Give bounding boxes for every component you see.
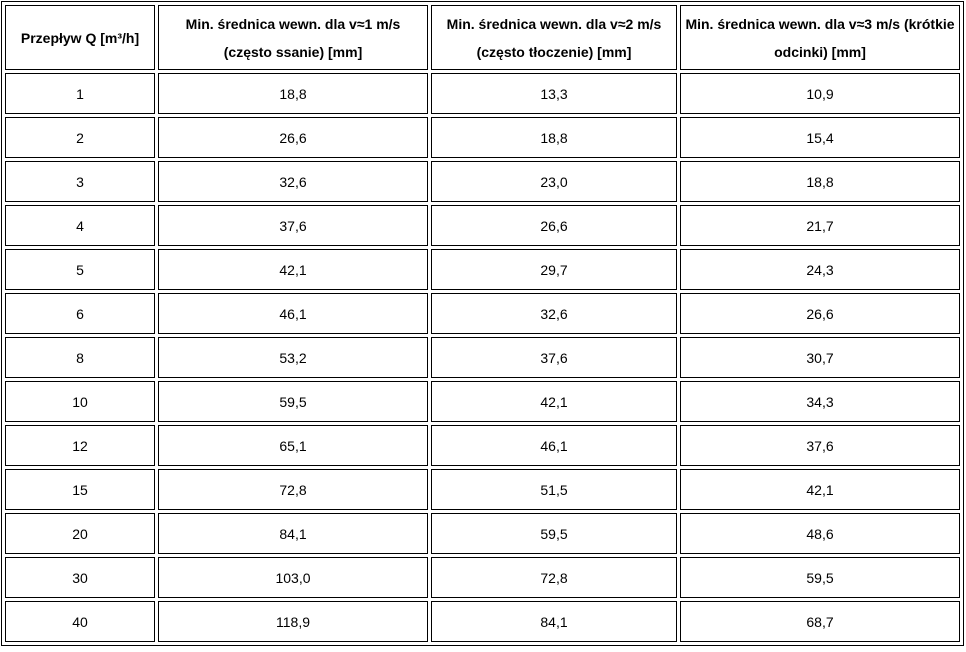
table-cell: 1 [5, 73, 155, 114]
table-cell: 118,9 [158, 601, 428, 642]
table-cell: 26,6 [680, 293, 960, 334]
table-cell: 15 [5, 469, 155, 510]
table-cell: 59,5 [680, 557, 960, 598]
table-cell: 68,7 [680, 601, 960, 642]
header-cell: Min. średnica wewn. dla v≈3 m/s (krótkie… [680, 5, 960, 70]
table-cell: 10,9 [680, 73, 960, 114]
header-cell: Przepływ Q [m³/h] [5, 5, 155, 70]
table-cell: 65,1 [158, 425, 428, 466]
table-cell: 37,6 [680, 425, 960, 466]
table-cell: 51,5 [431, 469, 677, 510]
table-cell: 2 [5, 117, 155, 158]
table-cell: 84,1 [158, 513, 428, 554]
table-row: 4 37,6 26,6 21,7 [5, 205, 960, 246]
table-row: 8 53,2 37,6 30,7 [5, 337, 960, 378]
table-cell: 37,6 [431, 337, 677, 378]
table-cell: 84,1 [431, 601, 677, 642]
table-cell: 4 [5, 205, 155, 246]
table-cell: 37,6 [158, 205, 428, 246]
table-cell: 10 [5, 381, 155, 422]
table-row: 40 118,9 84,1 68,7 [5, 601, 960, 642]
table-cell: 103,0 [158, 557, 428, 598]
table-cell: 42,1 [158, 249, 428, 290]
table-row: 30 103,0 72,8 59,5 [5, 557, 960, 598]
table-cell: 20 [5, 513, 155, 554]
table-cell: 46,1 [158, 293, 428, 334]
table-cell: 59,5 [158, 381, 428, 422]
table-cell: 18,8 [158, 73, 428, 114]
table-cell: 40 [5, 601, 155, 642]
table-cell: 13,3 [431, 73, 677, 114]
table-cell: 42,1 [431, 381, 677, 422]
table-row: 6 46,1 32,6 26,6 [5, 293, 960, 334]
table-cell: 46,1 [431, 425, 677, 466]
table-cell: 18,8 [680, 161, 960, 202]
table-cell: 34,3 [680, 381, 960, 422]
table-cell: 59,5 [431, 513, 677, 554]
table-row: 15 72,8 51,5 42,1 [5, 469, 960, 510]
table-cell: 29,7 [431, 249, 677, 290]
table-row: 12 65,1 46,1 37,6 [5, 425, 960, 466]
table-cell: 30,7 [680, 337, 960, 378]
table-cell: 5 [5, 249, 155, 290]
table-cell: 21,7 [680, 205, 960, 246]
table-cell: 26,6 [431, 205, 677, 246]
table-row: 2 26,6 18,8 15,4 [5, 117, 960, 158]
table-body: 1 18,8 13,3 10,9 2 26,6 18,8 15,4 3 32,6 23,0 18,8 4… [5, 73, 960, 642]
table-cell: 53,2 [158, 337, 428, 378]
table-cell: 24,3 [680, 249, 960, 290]
table-cell: 72,8 [158, 469, 428, 510]
table-row: 20 84,1 59,5 48,6 [5, 513, 960, 554]
header-cell: Min. średnica wewn. dla v≈2 m/s (często … [431, 5, 677, 70]
table-cell: 12 [5, 425, 155, 466]
table-cell: 42,1 [680, 469, 960, 510]
table-row: 1 18,8 13,3 10,9 [5, 73, 960, 114]
table-cell: 3 [5, 161, 155, 202]
table-cell: 8 [5, 337, 155, 378]
table-cell: 23,0 [431, 161, 677, 202]
table-cell: 18,8 [431, 117, 677, 158]
table-cell: 15,4 [680, 117, 960, 158]
table-row: 10 59,5 42,1 34,3 [5, 381, 960, 422]
table-cell: 6 [5, 293, 155, 334]
table-row: 3 32,6 23,0 18,8 [5, 161, 960, 202]
table-row: 5 42,1 29,7 24,3 [5, 249, 960, 290]
header-cell: Min. średnica wewn. dla v≈1 m/s (często … [158, 5, 428, 70]
table-cell: 48,6 [680, 513, 960, 554]
table-cell: 72,8 [431, 557, 677, 598]
header-row: Przepływ Q [m³/h] Min. średnica wewn. dl… [5, 5, 960, 70]
table-cell: 26,6 [158, 117, 428, 158]
table-cell: 30 [5, 557, 155, 598]
table-cell: 32,6 [431, 293, 677, 334]
table-cell: 32,6 [158, 161, 428, 202]
